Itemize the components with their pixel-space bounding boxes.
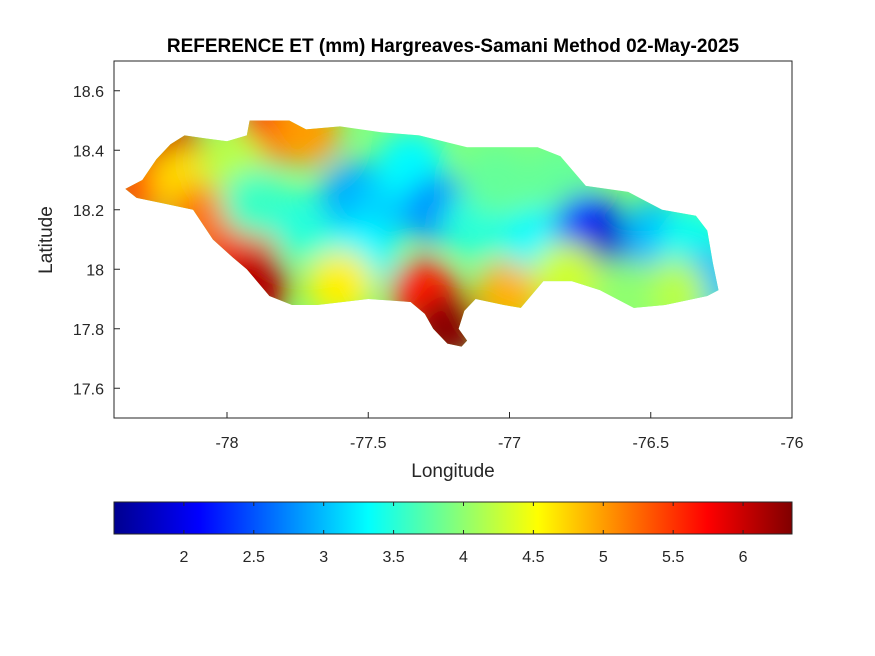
x-axis-label: Longitude — [411, 461, 494, 482]
colorbar-tick-label: 5 — [599, 549, 608, 566]
colorbar-tick-label: 4 — [459, 549, 468, 566]
colorbar: 2 2.5 3 3.5 4 4.5 5 5.5 6 — [113, 501, 793, 566]
x-tick-label: -76.5 — [633, 435, 670, 452]
x-tick-label: -77 — [498, 435, 521, 452]
y-tick-label: 18.4 — [73, 143, 104, 160]
colorbar-tick-label: 6 — [739, 549, 748, 566]
colorbar-gradient — [113, 501, 793, 535]
y-tick-label: 17.8 — [73, 322, 104, 339]
x-tick-label: -77.5 — [350, 435, 387, 452]
y-tick-label: 18.6 — [73, 84, 104, 101]
colorbar-tick-label: 3 — [319, 549, 328, 566]
y-tick-label: 18.2 — [73, 203, 104, 220]
y-axis-ticks: 17.6 17.8 18 18.2 18.4 18.6 — [73, 84, 120, 398]
colorbar-tick-label: 4.5 — [522, 549, 544, 566]
colorbar-tick-label: 2.5 — [243, 549, 265, 566]
y-axis-label: Latitude — [36, 206, 57, 274]
colorbar-tick-label: 5.5 — [662, 549, 684, 566]
x-tick-label: -78 — [215, 435, 238, 452]
colorbar-tick-label: 3.5 — [382, 549, 404, 566]
et-sample-point — [461, 146, 530, 214]
x-axis-ticks: -78 -77.5 -77 -76.5 -76 — [215, 412, 804, 452]
et-sample-point — [221, 169, 290, 238]
x-tick-label: -76 — [780, 435, 803, 452]
et-sample-point — [272, 120, 341, 167]
y-tick-label: 18 — [86, 262, 104, 279]
y-tick-label: 17.6 — [73, 381, 104, 398]
colorbar-ticks: 2 2.5 3 3.5 4 4.5 5 5.5 6 — [179, 502, 748, 566]
chart-title: REFERENCE ET (mm) Hargreaves-Samani Meth… — [167, 36, 740, 57]
colorbar-tick-label: 2 — [179, 549, 188, 566]
et-value-blobs — [125, 120, 719, 347]
